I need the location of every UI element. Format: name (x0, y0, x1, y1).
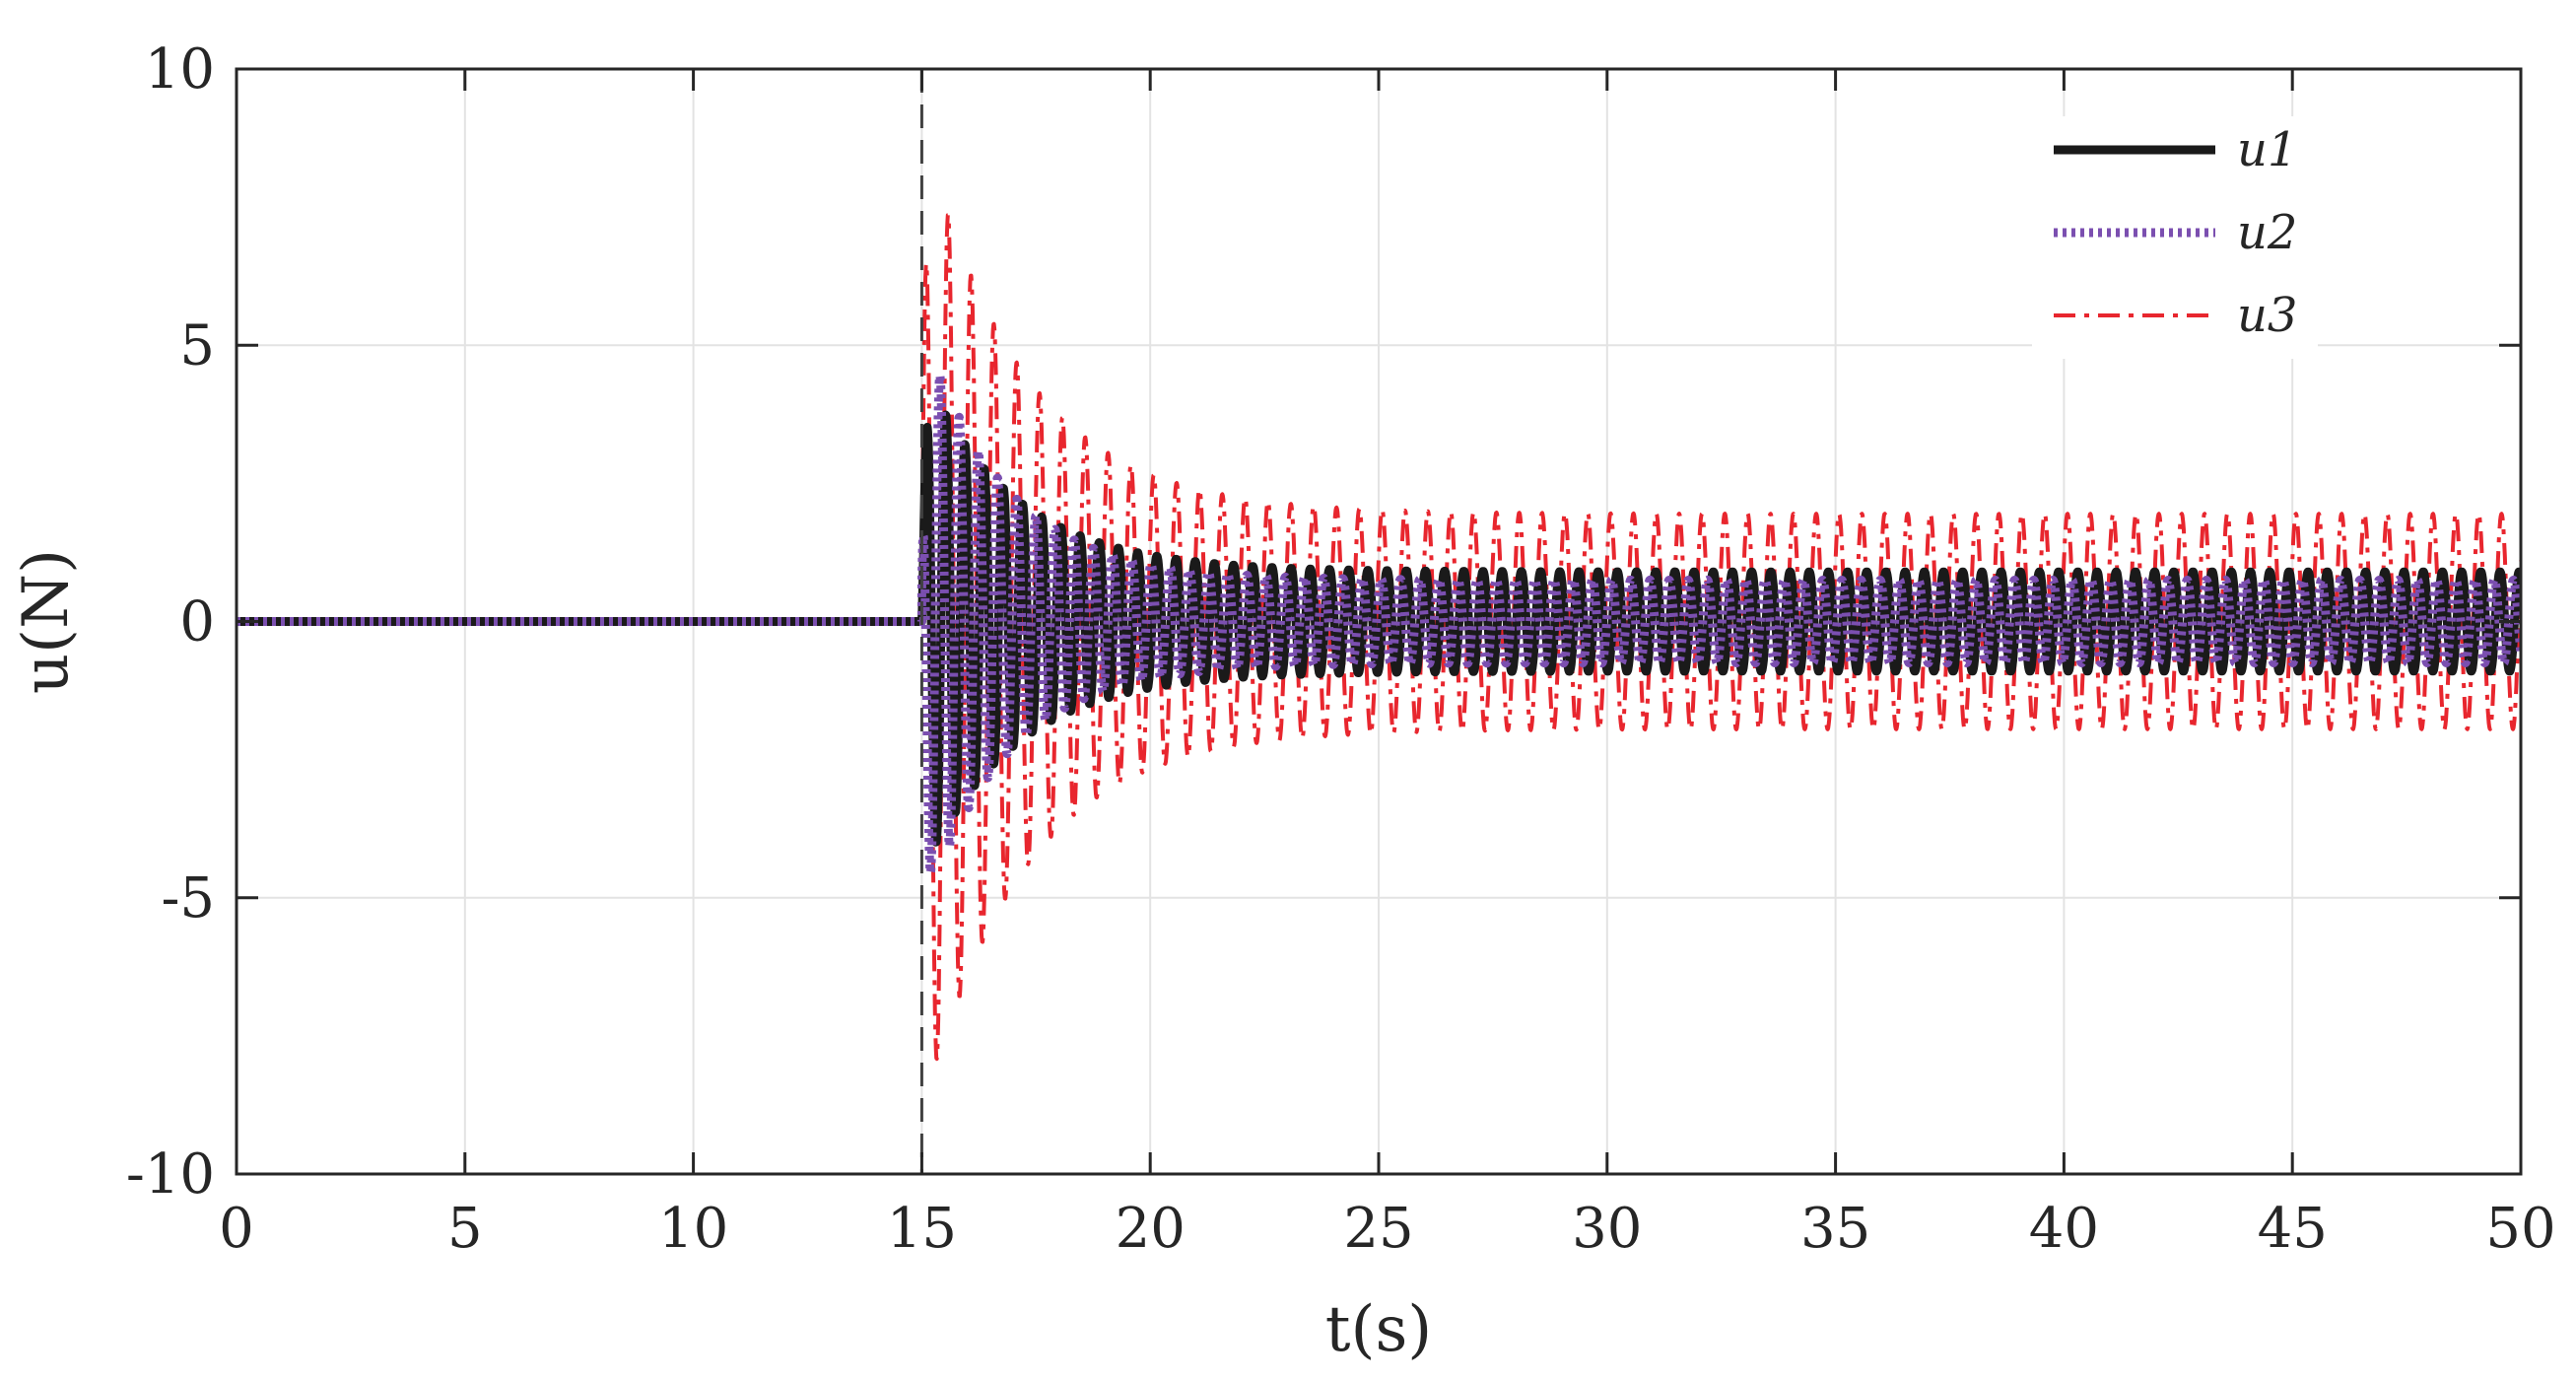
x-tick-label: 20 (1116, 1197, 1186, 1261)
x-tick-label: 5 (447, 1197, 483, 1261)
axis-ticks (235, 67, 2523, 1176)
x-tick-label: 0 (219, 1197, 254, 1261)
x-tick-label: 15 (887, 1197, 957, 1261)
series-line-u2 (237, 371, 2521, 877)
legend: u1 u2 u3 (2032, 116, 2318, 359)
x-tick-label: 35 (1800, 1197, 1870, 1261)
legend-label-u2: u2 (2237, 205, 2297, 260)
x-axis-label: t(s) (1325, 1293, 1433, 1366)
y-tick-label: -10 (126, 1142, 215, 1207)
x-tick-label: 30 (1572, 1197, 1642, 1261)
x-tick-label: 10 (658, 1197, 728, 1261)
y-tick-label: 0 (179, 590, 215, 655)
y-tick-label: -5 (161, 866, 215, 931)
y-tick-label: 5 (179, 313, 215, 378)
x-tick-label: 25 (1343, 1197, 1413, 1261)
legend-box (2032, 116, 2318, 359)
series-layer (237, 213, 2521, 1062)
legend-label-u3: u3 (2237, 288, 2297, 343)
y-axis-label: u(N) (10, 549, 83, 694)
x-tick-label: 45 (2258, 1197, 2328, 1261)
series-line-u1 (237, 410, 2521, 847)
y-tick-label: 10 (145, 37, 215, 102)
x-tick-label: 50 (2485, 1197, 2555, 1261)
x-tick-label: 40 (2029, 1197, 2099, 1261)
legend-label-u1: u1 (2237, 122, 2297, 177)
